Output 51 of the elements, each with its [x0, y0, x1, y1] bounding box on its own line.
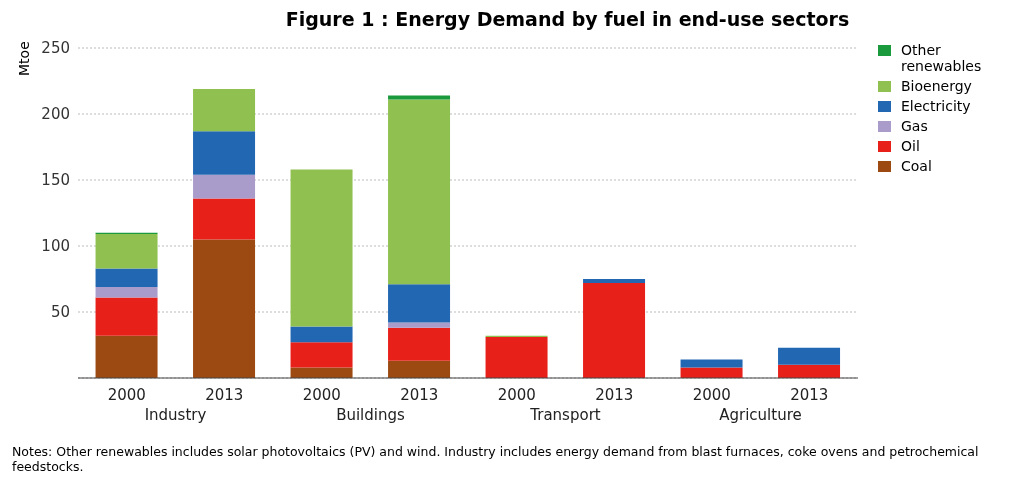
bar — [388, 284, 451, 323]
bar — [388, 99, 451, 285]
bar — [95, 234, 158, 269]
bar — [95, 335, 158, 378]
y-tick-label: 100 — [41, 237, 70, 256]
bar — [583, 282, 646, 378]
y-tick-label: 250 — [41, 39, 70, 58]
text: Agriculture — [719, 406, 802, 424]
bar — [95, 268, 158, 287]
text: Buildings — [336, 406, 406, 424]
text: Notes: Other renewables includes solar photovoltaics (PV) and wind. Industry includes energy demand from blast furnaces, coke ovens and petrochemical feedstocks. — [11, 444, 980, 474]
x-tick-label: 2000 — [107, 386, 146, 404]
bar — [193, 198, 256, 240]
x-tick-label: 2000 — [497, 386, 536, 404]
legend-label: Other renewables — [901, 42, 983, 74]
bar — [193, 131, 256, 175]
bar — [290, 342, 353, 368]
legend-label: Electricity — [901, 98, 972, 114]
bar — [778, 364, 841, 378]
bar — [193, 174, 256, 199]
bar — [193, 239, 256, 378]
bar — [485, 337, 548, 378]
bar — [193, 88, 256, 132]
x-tick-label: 2013 — [790, 386, 829, 404]
y-axis-title: Mtoe — [16, 41, 32, 76]
legend-label: Bioenergy — [901, 78, 973, 94]
bar — [388, 360, 451, 378]
x-tick-label: 2000 — [302, 386, 341, 404]
y-tick-label: 50 — [50, 303, 70, 322]
x-tick-label: 2013 — [400, 386, 439, 404]
y-tick-label: 200 — [41, 105, 70, 124]
bar — [680, 367, 743, 378]
bar — [388, 322, 451, 328]
bar — [778, 347, 841, 365]
x-tick-label: 2013 — [595, 386, 634, 404]
bar — [583, 279, 646, 283]
bar — [388, 327, 451, 361]
text: Industry — [144, 406, 207, 424]
bar — [290, 326, 353, 343]
bar — [290, 367, 353, 378]
legend-label: Coal — [901, 158, 933, 174]
chart-title: Figure 1 : Energy Demand by fuel in end-use sectors — [284, 8, 851, 32]
y-tick-label: 150 — [41, 171, 70, 190]
x-tick-label: 2000 — [692, 386, 731, 404]
bar — [290, 169, 353, 327]
legend-label: Oil — [901, 138, 921, 154]
text: Transport — [529, 406, 601, 424]
bar — [95, 297, 158, 336]
legend-label: Gas — [901, 118, 929, 134]
x-tick-label: 2013 — [205, 386, 244, 404]
bar — [95, 286, 158, 298]
